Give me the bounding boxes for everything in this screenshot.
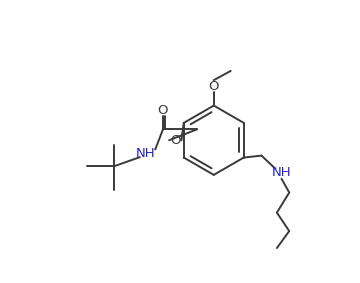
Text: NH: NH bbox=[136, 147, 156, 160]
Text: NH: NH bbox=[272, 166, 291, 179]
Text: O: O bbox=[208, 80, 219, 93]
Text: O: O bbox=[170, 134, 180, 147]
Text: O: O bbox=[158, 104, 168, 117]
